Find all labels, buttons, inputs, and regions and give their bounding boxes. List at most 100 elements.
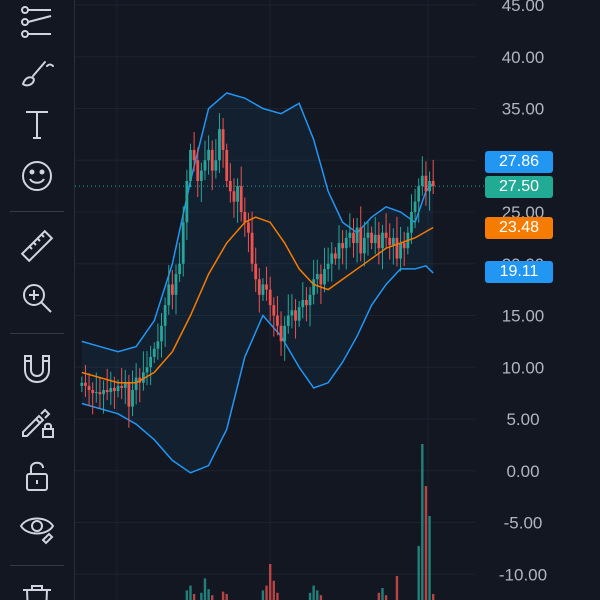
lock-drawing-icon[interactable] <box>12 400 62 444</box>
eye-icon[interactable] <box>12 506 62 550</box>
candle-body <box>362 237 366 254</box>
candle-body <box>174 274 178 295</box>
candle-body <box>109 387 113 393</box>
last-price-badge: 27.50 <box>485 176 553 198</box>
candle-body <box>189 149 192 181</box>
candle-body <box>431 180 435 187</box>
volume-bar <box>265 585 268 600</box>
candle-body <box>301 299 305 308</box>
volume-bar <box>189 585 192 600</box>
candle-body <box>167 284 171 306</box>
volume-bar <box>185 590 189 600</box>
candle-body <box>250 232 254 264</box>
candle-body <box>225 149 229 181</box>
trash-icon[interactable] <box>12 576 62 600</box>
text-tool-icon[interactable] <box>12 102 62 146</box>
price-chart[interactable]: 45.0040.0035.0030.0025.0020.0015.0010.00… <box>75 0 600 600</box>
candle-body <box>149 356 153 368</box>
y-axis-tick-label: 45.00 <box>502 0 545 15</box>
candle-body <box>214 160 218 171</box>
candle-body <box>102 390 105 395</box>
volume-bar <box>203 578 207 600</box>
candle-body <box>94 392 98 394</box>
volume-bar <box>384 595 388 600</box>
volume-bar <box>377 592 381 600</box>
ruler-icon[interactable] <box>12 224 62 268</box>
candle-body <box>330 253 334 264</box>
candle-body <box>428 180 431 192</box>
candle-body <box>257 279 261 295</box>
bb-lower-price-badge: 19.11 <box>485 261 553 283</box>
candle-body <box>326 263 330 269</box>
candle-body <box>341 243 345 249</box>
volume-bar <box>431 594 435 600</box>
magnet-icon[interactable] <box>12 346 62 390</box>
volume-bar <box>312 585 315 600</box>
candle-body <box>131 390 134 407</box>
candle-body <box>286 315 290 326</box>
trend-line-tools-icon[interactable] <box>12 0 62 44</box>
candle-body <box>113 387 116 392</box>
volume-bar <box>221 591 225 600</box>
candle-body <box>170 284 174 295</box>
volume-bar <box>192 594 196 600</box>
volume-bar <box>211 595 214 600</box>
candle-body <box>315 274 319 280</box>
candle-body <box>312 279 316 295</box>
bollinger-band-fill <box>81 92 434 473</box>
volume-bar <box>424 486 428 600</box>
candle-body <box>290 310 294 316</box>
volume-bar <box>200 592 203 600</box>
volume-bar <box>316 590 319 600</box>
volume-bar <box>319 595 323 600</box>
volume-bar <box>428 516 431 600</box>
candle-body <box>294 310 297 321</box>
y-axis-tick-label: -10.00 <box>499 565 547 584</box>
volume-bar <box>225 594 228 600</box>
y-axis-tick-label: 15.00 <box>502 307 545 326</box>
candle-body <box>91 390 95 394</box>
candle-body <box>366 232 370 238</box>
toolbar-divider <box>10 333 64 334</box>
emoji-icon[interactable] <box>12 154 62 198</box>
candle-body <box>276 315 279 326</box>
moving-average-price-badge: 23.48 <box>485 217 553 239</box>
candle-body <box>243 212 247 223</box>
candle-body <box>377 234 381 249</box>
candle-body <box>323 268 326 285</box>
drawing-toolbar <box>0 0 75 600</box>
volume-bar <box>308 592 312 600</box>
candle-body <box>192 149 196 161</box>
candle-body <box>413 201 417 212</box>
candle-body <box>410 212 413 233</box>
candle-body <box>399 243 402 259</box>
y-axis-tick-label: -5.00 <box>504 514 543 533</box>
zoom-in-icon[interactable] <box>12 276 62 320</box>
candle-body <box>236 186 239 202</box>
volume-bar <box>417 546 420 600</box>
candle-body <box>207 149 210 161</box>
toolbar-divider <box>10 565 64 566</box>
candle-body <box>333 253 337 259</box>
candle-body <box>373 234 377 244</box>
volume-bar <box>268 564 272 600</box>
unlock-icon[interactable] <box>12 454 62 498</box>
candle-body <box>160 325 163 342</box>
candle-body <box>163 305 167 326</box>
candle-body <box>196 160 200 181</box>
candle-body <box>395 237 399 259</box>
candle-body <box>87 385 91 391</box>
volume-bar <box>395 576 399 600</box>
candle-body <box>297 307 301 321</box>
candle-body <box>152 348 156 357</box>
candle-body <box>305 299 308 306</box>
candle-body <box>199 170 203 181</box>
candle-body <box>370 232 374 244</box>
candle-body <box>181 222 185 264</box>
candle-body <box>80 382 84 386</box>
candle-body <box>417 186 421 202</box>
volume-bar <box>207 589 210 600</box>
brush-icon[interactable] <box>12 50 62 94</box>
candle-body <box>247 222 250 233</box>
